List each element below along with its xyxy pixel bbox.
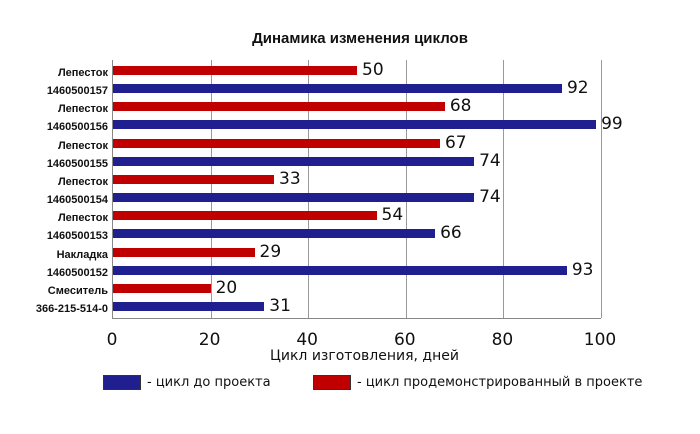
x-axis-label: Цикл изготовления, дней bbox=[270, 348, 459, 364]
category-label: Лепесток 1460500153 bbox=[46, 212, 108, 243]
x-tick-label: 20 bbox=[198, 330, 221, 350]
legend-label-before: - цикл до проекта bbox=[147, 375, 271, 390]
legend-item-before: - цикл до проекта bbox=[103, 375, 271, 390]
bar-blue bbox=[113, 84, 562, 93]
data-label: 74 bbox=[479, 186, 501, 207]
legend-label-after: - цикл продемонстрированный в проекте bbox=[357, 375, 643, 390]
data-label: 20 bbox=[215, 277, 238, 298]
bar-red bbox=[113, 66, 357, 75]
category-label: Лепесток 1460500155 bbox=[46, 139, 108, 170]
data-label: 67 bbox=[444, 132, 467, 153]
gridline bbox=[601, 60, 602, 318]
gridline bbox=[210, 60, 212, 318]
x-tick-label: 80 bbox=[491, 330, 514, 350]
bar-blue bbox=[113, 192, 475, 202]
category-label: Лепесток 1460500154 bbox=[46, 175, 108, 206]
gridline bbox=[405, 60, 407, 318]
data-label: 93 bbox=[571, 259, 594, 280]
x-tick-label: 0 bbox=[106, 330, 118, 350]
category-label: Лепесток 1460500156 bbox=[46, 103, 108, 134]
data-label: 66 bbox=[440, 223, 462, 244]
bar-blue bbox=[113, 229, 436, 239]
gridline bbox=[503, 60, 505, 318]
x-tick-label: 100 bbox=[583, 330, 617, 350]
x-tick-label: 40 bbox=[296, 330, 319, 350]
data-label: 29 bbox=[259, 241, 282, 262]
data-label: 68 bbox=[449, 96, 472, 117]
category-label: Смеситель 366-215-514-0 bbox=[35, 284, 108, 315]
x-tick-label: 60 bbox=[393, 330, 416, 350]
bar-red bbox=[113, 138, 440, 148]
bar-red bbox=[113, 283, 211, 293]
data-label: 92 bbox=[566, 78, 589, 98]
data-label: 50 bbox=[362, 60, 384, 80]
data-label: 54 bbox=[381, 205, 404, 226]
data-label: 33 bbox=[279, 168, 301, 189]
bar-blue bbox=[113, 301, 265, 311]
data-label: 74 bbox=[479, 150, 501, 171]
data-label: 31 bbox=[269, 295, 291, 316]
bar-blue bbox=[113, 156, 475, 166]
bar-blue bbox=[113, 265, 567, 275]
bar-red bbox=[113, 211, 377, 221]
category-label: Накладка 1460500152 bbox=[46, 248, 108, 279]
legend-swatch-red bbox=[313, 375, 351, 390]
bar-red bbox=[113, 174, 275, 184]
bar-blue bbox=[113, 120, 597, 130]
chart-title: Динамика изменения циклов bbox=[252, 30, 468, 47]
bar-red bbox=[113, 247, 255, 257]
plot-area: 50 92 68 99 67 74 33 74 54 66 29 93 20 31 bbox=[112, 60, 623, 319]
gridline bbox=[308, 60, 310, 318]
bar-red bbox=[113, 102, 445, 112]
category-label: Лепесток 1460500157 bbox=[46, 67, 108, 97]
legend-swatch-blue bbox=[103, 375, 141, 390]
data-label: 99 bbox=[601, 114, 623, 135]
legend-item-after: - цикл продемонстрированный в проекте bbox=[313, 375, 642, 390]
